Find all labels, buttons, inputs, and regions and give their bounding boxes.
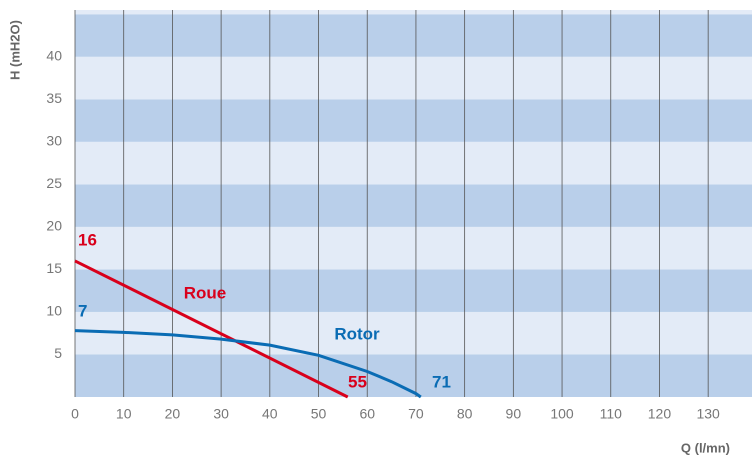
x-tick-label: 70 bbox=[408, 406, 424, 422]
x-tick-label: 40 bbox=[262, 406, 278, 422]
y-tick-label: 15 bbox=[46, 260, 62, 276]
series-label: Rotor bbox=[334, 324, 380, 343]
band bbox=[75, 227, 752, 270]
x-tick-label: 100 bbox=[550, 406, 574, 422]
chart: Q (l/mn) H (mH2O) 5 10 15 20 25 30 35 40 0 10 20 30… bbox=[0, 0, 752, 459]
annotation: 16 bbox=[78, 230, 97, 249]
y-tick-label: 10 bbox=[46, 303, 62, 319]
x-tick-label: 20 bbox=[165, 406, 181, 422]
x-tick-label: 130 bbox=[696, 406, 720, 422]
band bbox=[75, 354, 752, 397]
annotation: 71 bbox=[432, 372, 451, 391]
y-tick-label: 20 bbox=[46, 218, 62, 234]
x-tick-label: 110 bbox=[600, 406, 623, 422]
x-tick-label: 50 bbox=[311, 406, 327, 422]
x-tick-label: 30 bbox=[213, 406, 229, 422]
band bbox=[75, 312, 752, 355]
band bbox=[75, 184, 752, 227]
y-tick-label: 35 bbox=[46, 90, 62, 106]
y-tick-label: 30 bbox=[46, 133, 62, 149]
x-axis-label: Q (l/mn) bbox=[681, 440, 730, 455]
x-tick-label: 0 bbox=[71, 406, 79, 422]
band bbox=[75, 10, 752, 14]
y-tick-label: 40 bbox=[46, 47, 62, 63]
x-tick-label: 80 bbox=[457, 406, 473, 422]
annotation: 7 bbox=[78, 301, 87, 320]
x-tick-label: 120 bbox=[648, 406, 672, 422]
band bbox=[75, 57, 752, 100]
x-tick-label: 60 bbox=[359, 406, 375, 422]
series-label: Roue bbox=[184, 283, 227, 302]
band bbox=[75, 14, 752, 57]
band bbox=[75, 99, 752, 142]
x-tick-label: 10 bbox=[116, 406, 132, 422]
band bbox=[75, 142, 752, 185]
y-tick-label: 5 bbox=[54, 345, 62, 361]
y-axis-label: H (mH2O) bbox=[7, 20, 22, 80]
y-tick-label: 25 bbox=[46, 175, 62, 191]
band bbox=[75, 269, 752, 312]
x-tick-label: 90 bbox=[506, 406, 522, 422]
annotation: 55 bbox=[348, 372, 367, 391]
plot: 5 10 15 20 25 30 35 40 0 10 20 30 40 50 60 70 80 90 100 110… bbox=[46, 10, 752, 422]
